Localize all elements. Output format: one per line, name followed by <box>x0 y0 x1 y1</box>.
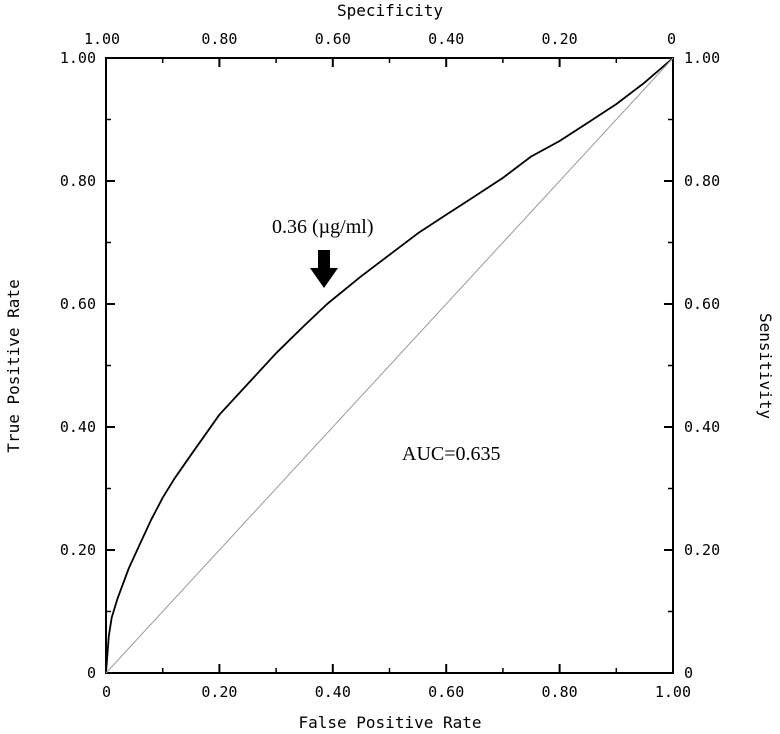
right-axis-title: Sensitivity <box>756 313 775 419</box>
right-tick-label: 0.60 <box>684 295 720 313</box>
top-tick-label: 0.40 <box>428 30 464 48</box>
bottom-tick-label: 0.80 <box>542 683 578 701</box>
left-tick-label: 1.00 <box>60 49 96 67</box>
left-tick-label: 0.20 <box>60 541 96 559</box>
right-tick-label: 0.20 <box>684 541 720 559</box>
labels-layer: 0 0.20 0.40 0.60 0.80 1.001.00 0.80 0.60 0.40 0.2… <box>60 30 720 701</box>
ticks-layer <box>105 57 674 674</box>
bottom-tick-label: 0.60 <box>428 683 464 701</box>
top-axis-title: Specificity <box>337 1 443 20</box>
right-tick-label: 0.80 <box>684 172 720 190</box>
top-tick-label: 0.80 <box>201 30 237 48</box>
y-axis-title: True Positive Rate <box>4 279 23 452</box>
left-tick-label: 0.40 <box>60 418 96 436</box>
bottom-tick-label: 1.00 <box>655 683 691 701</box>
right-tick-label: 0 <box>684 664 693 682</box>
roc-curve-line <box>105 57 674 674</box>
bottom-tick-label: 0.40 <box>315 683 351 701</box>
cutoff-annotation: 0.36 (µg/ml) <box>272 216 374 238</box>
right-tick-label: 0.40 <box>684 418 720 436</box>
top-tick-label: 0 <box>667 30 676 48</box>
auc-annotation: AUC=0.635 <box>402 443 501 465</box>
cutoff-arrow-icon <box>310 250 338 288</box>
chance-diagonal-line <box>105 57 674 674</box>
series-layer <box>105 57 674 674</box>
left-tick-label: 0.80 <box>60 172 96 190</box>
x-axis-title: False Positive Rate <box>298 713 481 732</box>
top-tick-label: 0.60 <box>315 30 351 48</box>
left-tick-label: 0 <box>87 664 96 682</box>
right-tick-label: 1.00 <box>684 49 720 67</box>
top-tick-label: 1.00 <box>84 30 120 48</box>
bottom-tick-label: 0 <box>102 683 111 701</box>
bottom-tick-label: 0.20 <box>201 683 237 701</box>
left-tick-label: 0.60 <box>60 295 96 313</box>
top-tick-label: 0.20 <box>542 30 578 48</box>
